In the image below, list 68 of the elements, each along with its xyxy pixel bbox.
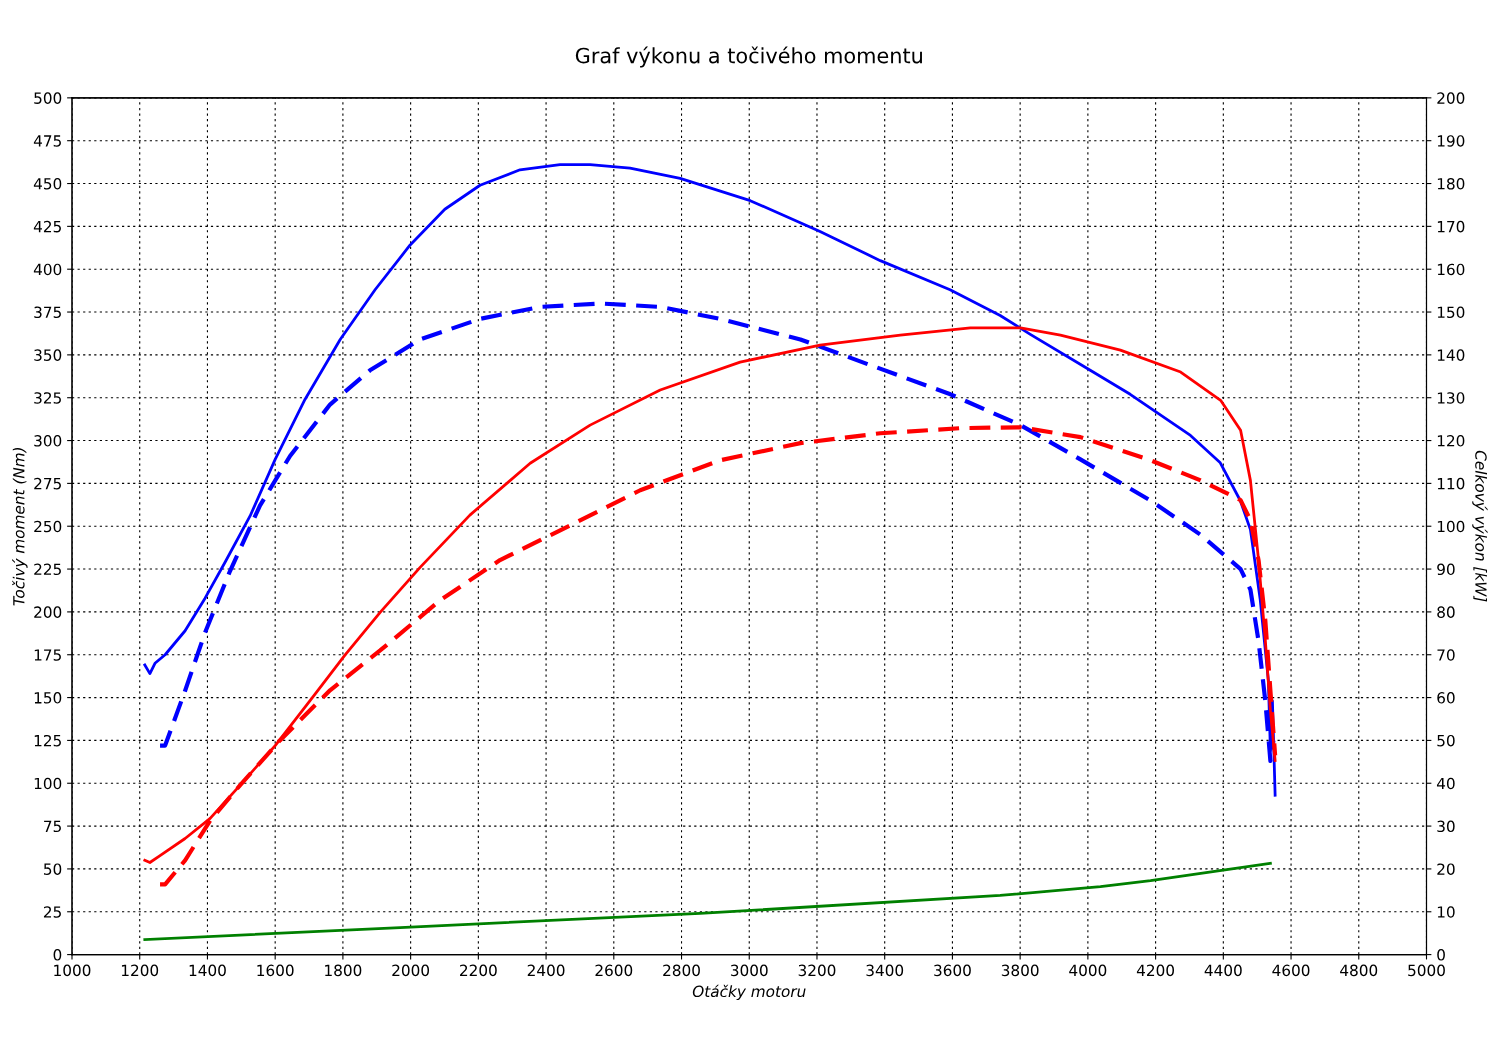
y2-tick-label: 100 bbox=[1437, 520, 1465, 533]
y-tick-label: 200 bbox=[34, 606, 62, 618]
x-tick-label: 1000 bbox=[54, 964, 91, 977]
y-tick-label: 275 bbox=[34, 477, 61, 490]
x-tick-label: 2000 bbox=[392, 964, 430, 977]
y-tick-label: 450 bbox=[33, 177, 62, 190]
y-tick-label: 300 bbox=[34, 435, 62, 447]
y2-tick-label: 30 bbox=[1437, 820, 1455, 833]
y-tick-label: 225 bbox=[34, 563, 61, 576]
y2-tick-label: 0 bbox=[1437, 949, 1445, 961]
y-tick-label: 425 bbox=[33, 220, 61, 233]
x-tick-label: 4400 bbox=[1204, 964, 1242, 977]
y2-tick-label: 90 bbox=[1437, 563, 1455, 576]
x-tick-label: 3800 bbox=[1001, 964, 1039, 977]
y-tick-label: 125 bbox=[34, 734, 61, 747]
x-tick-label: 3000 bbox=[730, 964, 768, 977]
y2-tick-label: 80 bbox=[1437, 606, 1455, 618]
y2-tick-label: 20 bbox=[1437, 863, 1455, 875]
y-tick-label: 75 bbox=[44, 820, 61, 833]
y-tick-label: 400 bbox=[33, 263, 62, 276]
y2-tick-label: 70 bbox=[1437, 649, 1455, 661]
line-series bbox=[143, 862, 1272, 941]
x-tick-label: 3400 bbox=[866, 964, 904, 977]
x-axis-title: Otáčky motoru bbox=[692, 984, 806, 1001]
y-tick-label: 150 bbox=[34, 692, 62, 704]
x-tick-label: 3600 bbox=[934, 964, 971, 977]
y-tick-label: 50 bbox=[44, 863, 62, 875]
y2-tick-label: 50 bbox=[1437, 734, 1455, 747]
x-tick-label: 4200 bbox=[1136, 964, 1175, 977]
y2-axis-title: Celkový výkon [kW] bbox=[1472, 450, 1488, 602]
x-tick-label: 2800 bbox=[663, 964, 700, 977]
y2-tick-label: 160 bbox=[1437, 263, 1465, 276]
x-tick-label: 5000 bbox=[1408, 964, 1445, 977]
y-tick-label: 175 bbox=[34, 649, 61, 661]
y-tick-label: 25 bbox=[43, 906, 61, 918]
y-tick-label: 325 bbox=[34, 392, 61, 404]
y2-tick-label: 110 bbox=[1437, 477, 1465, 490]
x-tick-label: 2400 bbox=[527, 964, 565, 977]
y-tick-label: 375 bbox=[34, 306, 61, 319]
y-tick-label: 100 bbox=[34, 777, 62, 790]
y2-tick-label: 140 bbox=[1437, 349, 1465, 361]
chart-title: Graf výkonu a točivého momentu bbox=[575, 46, 922, 68]
y2-tick-label: 190 bbox=[1437, 135, 1465, 147]
x-tick-label: 2200 bbox=[460, 964, 497, 977]
y-tick-label: 350 bbox=[34, 349, 62, 361]
x-tick-label: 1600 bbox=[257, 964, 294, 977]
y-tick-label: 500 bbox=[34, 92, 62, 104]
x-tick-label: 3200 bbox=[798, 964, 836, 977]
y2-tick-label: 10 bbox=[1437, 906, 1455, 918]
y2-tick-label: 180 bbox=[1437, 177, 1465, 190]
y-tick-label: 0 bbox=[53, 949, 62, 961]
x-tick-label: 1800 bbox=[325, 964, 362, 977]
y2-tick-label: 120 bbox=[1437, 435, 1465, 447]
x-tick-label: 4600 bbox=[1272, 964, 1310, 977]
y2-tick-label: 150 bbox=[1437, 306, 1465, 319]
x-tick-label: 4800 bbox=[1340, 964, 1378, 977]
y2-tick-label: 170 bbox=[1437, 220, 1465, 233]
x-tick-label: 1200 bbox=[121, 964, 159, 977]
y2-tick-label: 60 bbox=[1437, 692, 1455, 704]
y-tick-label: 250 bbox=[34, 520, 62, 533]
y2-tick-label: 40 bbox=[1436, 777, 1455, 790]
y2-tick-label: 130 bbox=[1437, 392, 1465, 404]
x-tick-label: 4000 bbox=[1069, 964, 1107, 977]
y-tick-label: 475 bbox=[33, 135, 61, 147]
y-axis-title: Točivý moment (Nm) bbox=[12, 447, 28, 606]
x-tick-label: 1400 bbox=[189, 964, 226, 977]
x-tick-label: 2600 bbox=[595, 964, 633, 977]
y2-tick-label: 200 bbox=[1437, 92, 1465, 104]
